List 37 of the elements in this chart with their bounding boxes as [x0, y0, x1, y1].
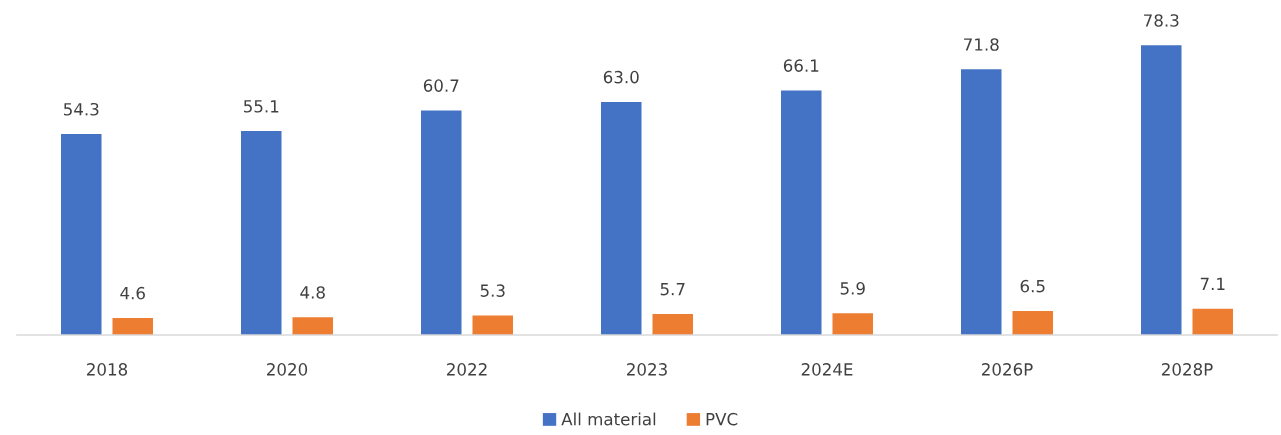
x-tick-label: 2018: [87, 363, 128, 376]
bar: [421, 110, 462, 335]
bar: [781, 90, 822, 335]
bar: [961, 69, 1002, 335]
data-label: 63.0: [603, 70, 639, 84]
bar: [241, 131, 282, 335]
data-label: 7.1: [1200, 277, 1225, 290]
legend-label: All material: [561, 412, 656, 426]
bar: [1012, 310, 1053, 335]
bar: [292, 317, 333, 335]
data-label: 5.9: [840, 282, 865, 295]
bar: [112, 317, 153, 335]
data-label: 54.3: [63, 102, 99, 116]
data-label: 5.7: [660, 283, 685, 296]
x-tick-label: 2020: [267, 363, 308, 376]
x-tick-label: 2026P: [981, 363, 1033, 376]
data-label: 4.8: [300, 286, 325, 299]
bar: [61, 134, 102, 335]
data-label: 66.1: [783, 59, 819, 72]
data-label: 60.7: [423, 79, 459, 92]
bar: [832, 313, 873, 335]
x-tick-label: 2028P: [1161, 363, 1213, 376]
bar: [1141, 45, 1182, 335]
x-tick-label: 2022: [447, 363, 487, 376]
data-label: 6.5: [1020, 279, 1045, 293]
data-label: 55.1: [243, 100, 279, 113]
data-label: 78.3: [1144, 14, 1179, 27]
x-tick-label: 2023: [627, 363, 667, 376]
data-label: 4.6: [120, 286, 145, 300]
legend-label: PVC: [706, 412, 738, 426]
bar: [652, 313, 693, 335]
bar: [601, 101, 642, 335]
bar: [472, 315, 513, 335]
bar: [1192, 308, 1233, 335]
data-label: 5.3: [480, 284, 505, 297]
x-tick-label: 2024E: [801, 363, 853, 376]
data-label: 71.8: [964, 38, 999, 51]
